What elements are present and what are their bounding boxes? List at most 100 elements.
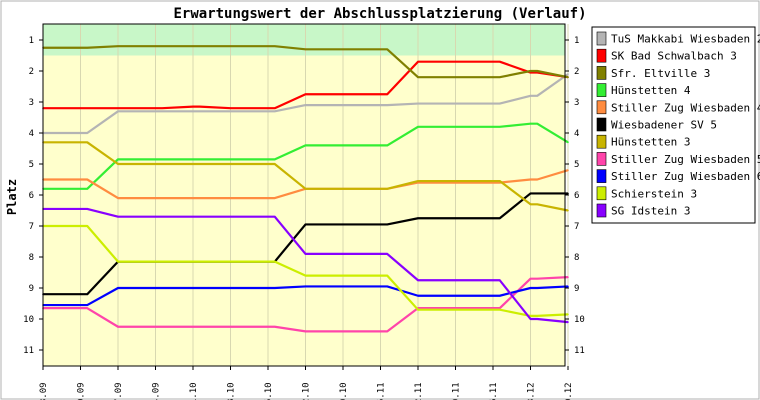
data-point-1-3 — [154, 107, 157, 109]
data-point-9-8 — [342, 274, 344, 277]
data-point-3-8 — [342, 144, 344, 147]
data-point-10-8 — [342, 253, 344, 255]
data-point-3-3 — [154, 158, 157, 161]
legend-entry-3: Hünstetten 4 — [611, 84, 691, 97]
y-tick-label-left-10: 11 — [23, 346, 34, 356]
x-tick-label-5: 08.10 — [227, 382, 237, 400]
data-point-3-9 — [379, 144, 382, 147]
legend-swatch-7 — [596, 152, 607, 166]
data-point-6-10 — [417, 180, 419, 182]
data-point-10-3 — [154, 215, 157, 218]
data-point-7-13 — [529, 277, 532, 280]
x-tick-label-8: 29.10 — [339, 382, 349, 400]
y-tick-label-left-9: 10 — [23, 315, 34, 325]
data-point-0-13 — [529, 95, 532, 97]
data-point-1-2 — [117, 107, 119, 109]
data-point-3-6 — [267, 158, 269, 161]
legend-swatch-2 — [596, 66, 607, 80]
data-point-2-4 — [192, 45, 194, 47]
data-point-3-14 — [567, 141, 569, 144]
y-tick-label-left-8: 9 — [29, 284, 34, 294]
data-point-7-6 — [267, 325, 269, 328]
y-tick-label-left-6: 7 — [29, 222, 34, 232]
x-tick-label-2: 17.09 — [114, 382, 124, 400]
data-point-7-2 — [117, 325, 119, 328]
data-point-8-8 — [342, 285, 344, 288]
data-point-4-1 — [79, 178, 82, 181]
data-point-8-11 — [454, 294, 457, 297]
data-point-6-1 — [79, 141, 82, 144]
data-point-0-14 — [567, 73, 569, 75]
legend-swatch-4 — [596, 100, 607, 115]
data-point-2-9 — [379, 48, 382, 51]
legend-swatch-3 — [596, 83, 607, 97]
zone-band-0 — [43, 24, 565, 56]
data-point-5-8 — [342, 223, 344, 226]
data-point-9-1 — [79, 225, 82, 227]
y-tick-label-right-5: 6 — [574, 191, 579, 201]
data-point-6-9 — [379, 188, 382, 190]
data-point-6-13 — [529, 203, 532, 206]
series-lines — [42, 45, 569, 333]
data-point-2-13 — [529, 70, 532, 72]
data-point-1-11 — [454, 60, 457, 63]
legend-swatch-5 — [596, 117, 607, 132]
data-point-9-6 — [267, 260, 269, 263]
legend-entry-8: Stiller Zug Wiesbaden 6 — [611, 170, 760, 183]
data-point-7-9 — [379, 330, 382, 333]
data-point-7-8 — [342, 330, 344, 333]
data-point-2-14 — [567, 76, 569, 78]
data-point-9-3 — [154, 260, 157, 263]
y-tick-label-left-1: 2 — [29, 67, 34, 77]
data-point-9-14 — [567, 313, 569, 316]
data-point-0-6 — [267, 110, 269, 113]
data-point-10-4 — [192, 215, 194, 218]
data-point-8-2 — [117, 287, 119, 289]
legend-entry-6: Hünstetten 3 — [611, 136, 690, 149]
y-tick-label-right-0: 1 — [574, 36, 579, 46]
data-point-9-12 — [492, 308, 494, 311]
data-point-4-6 — [267, 197, 269, 199]
data-point-8-5 — [229, 287, 232, 289]
data-point-3-13 — [529, 122, 532, 125]
data-point-5-14 — [567, 192, 569, 195]
x-tick-label-1: 10.09 — [77, 382, 87, 400]
legend-entry-1: SK Bad Schwalbach 3 — [611, 50, 737, 63]
background-zones — [43, 24, 565, 366]
data-point-0-8 — [342, 104, 344, 106]
data-point-10-14 — [567, 321, 569, 323]
data-point-5-12 — [492, 217, 494, 220]
data-point-1-7 — [304, 93, 307, 96]
x-tick-label-10: 12.11 — [414, 382, 424, 400]
data-point-5-10 — [417, 217, 419, 220]
y-tick-label-left-0: 1 — [29, 36, 34, 46]
data-point-6-6 — [267, 163, 269, 165]
data-point-2-11 — [454, 76, 457, 78]
data-point-0-2 — [117, 110, 119, 113]
legend-entry-7: Stiller Zug Wiesbaden 5 — [611, 153, 760, 166]
x-tick-label-14: 10.12 — [564, 382, 574, 400]
data-point-10-12 — [492, 279, 494, 282]
data-point-8-4 — [192, 287, 194, 289]
y-tick-label-left-3: 4 — [29, 129, 34, 139]
data-point-5-7 — [304, 223, 307, 226]
data-point-4-13 — [529, 178, 532, 181]
y-tick-label-right-9: 10 — [574, 315, 585, 325]
data-point-1-12 — [492, 60, 494, 63]
legend-entry-9: Schierstein 3 — [611, 187, 697, 200]
data-point-2-10 — [417, 76, 419, 78]
data-point-9-5 — [229, 260, 232, 263]
x-tick-label-7: 22.10 — [302, 382, 312, 400]
data-point-1-10 — [417, 60, 419, 63]
data-point-0-5 — [229, 110, 232, 113]
data-point-9-13 — [529, 315, 532, 317]
data-point-9-11 — [454, 308, 457, 311]
data-point-5-11 — [454, 217, 457, 220]
data-point-6-3 — [154, 163, 157, 165]
data-point-10-9 — [379, 253, 382, 255]
legend-entry-10: SG Idstein 3 — [611, 205, 690, 218]
legend: TuS Makkabi Wiesbaden 2 SK Bad Schwalbach… — [591, 26, 760, 224]
data-point-4-3 — [154, 197, 157, 199]
data-point-7-5 — [229, 325, 232, 328]
data-point-1-4 — [192, 105, 194, 108]
